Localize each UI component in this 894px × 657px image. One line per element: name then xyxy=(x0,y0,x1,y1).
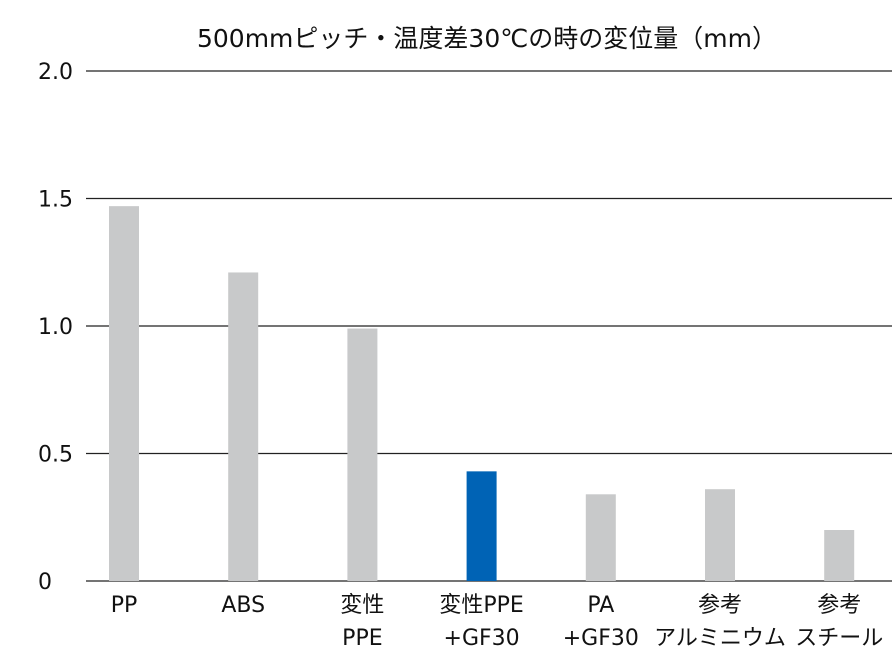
bar-6 xyxy=(824,530,855,581)
x-category-label: PPE xyxy=(342,626,382,651)
chart-title: 500mmピッチ・温度差30℃の時の変位量（mm） xyxy=(197,24,777,53)
x-category-label: +GF30 xyxy=(444,626,520,651)
x-category-label: スチール xyxy=(795,626,883,651)
bar-4 xyxy=(585,494,616,581)
x-category-label: 変性PPE xyxy=(439,593,523,618)
y-axis-tick-labels: 0 0.5 1.0 1.5 2.0 xyxy=(38,60,73,595)
x-category-label: 参考 xyxy=(698,593,742,618)
bar-3 xyxy=(466,471,497,581)
bar-5 xyxy=(705,489,735,581)
x-category-label: ABS xyxy=(221,593,265,618)
bar-1 xyxy=(228,272,259,581)
bar-0 xyxy=(109,206,139,581)
x-category-label: PP xyxy=(111,593,138,618)
bar-2 xyxy=(347,328,378,581)
y-tick-label: 0.5 xyxy=(38,443,73,468)
x-category-label: 変性 xyxy=(340,593,384,618)
x-category-label: +GF30 xyxy=(563,626,639,651)
x-axis-category-labels: PP ABS 変性PPE変性PPE+GF30PA+GF30参考アルミニウム参考スチー… xyxy=(111,593,883,651)
gridlines xyxy=(86,70,892,582)
x-category-label: 参考 xyxy=(817,593,861,618)
bars xyxy=(109,206,855,581)
y-tick-label: 0 xyxy=(38,570,52,595)
y-tick-label: 1.0 xyxy=(38,315,73,340)
y-tick-label: 2.0 xyxy=(38,60,73,85)
x-category-label: アルミニウム xyxy=(654,626,786,651)
x-category-label: PA xyxy=(587,593,614,618)
y-tick-label: 1.5 xyxy=(38,188,73,213)
